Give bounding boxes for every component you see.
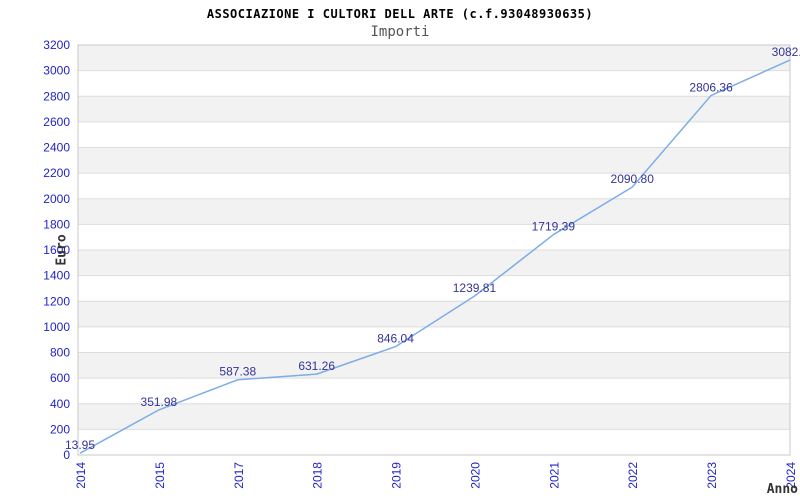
band [78,403,790,430]
x-tick-label: 2017 [232,462,246,489]
point-label: 1719.39 [532,220,576,234]
y-tick-labels: 0 200 400 600 800 1000 1200 1400 1600 1800 2000 220… [43,38,70,462]
band [78,198,790,225]
band [78,326,790,353]
x-tick-label: 2018 [311,462,325,489]
y-tick-label: 1800 [43,217,70,231]
point-label: 3082.7 [772,45,800,59]
x-tick-label: 2021 [547,462,561,489]
point-label: 1239.81 [453,281,497,295]
y-tick-label: 800 [50,346,70,360]
band [78,250,790,276]
x-tick-label: 2023 [705,462,719,489]
point-labels: 13.95 351.98 587.38 631.26 846.04 1239.81 1719… [65,45,800,452]
band [78,378,790,404]
y-tick-label: 2600 [43,115,70,129]
point-label: 13.95 [65,438,95,452]
point-label: 631.26 [298,359,335,373]
plot-bands [78,45,790,455]
y-tick-label: 2800 [43,89,70,103]
band [78,352,790,379]
band [78,121,790,148]
x-tick-label: 2014 [74,462,88,489]
x-tick-label: 2024 [784,462,798,489]
point-label: 846.04 [377,332,414,346]
band [78,45,790,71]
point-label: 587.38 [219,365,256,379]
band [78,96,790,122]
y-tick-label: 2000 [43,192,70,206]
band [78,224,790,250]
plot-border [77,44,791,456]
x-tick-label: 2022 [626,462,640,489]
band [78,70,790,97]
y-tick-label: 200 [50,422,70,436]
band [78,429,790,455]
band [78,173,790,199]
y-tick-label: 1400 [43,269,70,283]
y-tick-label: 1600 [43,243,70,257]
band [78,275,790,302]
y-tick-label: 600 [50,371,70,385]
y-tick-label: 2400 [43,141,70,155]
y-tick-label: 1200 [43,294,70,308]
chart-title: ASSOCIAZIONE I CULTORI DELL ARTE (c.f.93… [206,7,594,21]
data-line [79,59,791,454]
band [78,147,790,174]
point-label: 2090.80 [611,172,655,186]
chart-subtitle: Importi [370,24,430,40]
y-tick-label: 2200 [43,166,70,180]
y-tick-label: 3000 [43,64,70,78]
point-label: 351.98 [141,395,178,409]
x-tick-label: 2020 [468,462,482,489]
point-label: 2806.36 [689,80,733,94]
y-tick-label: 400 [50,397,70,411]
band [78,301,790,327]
y-tick-label: 3200 [43,38,70,52]
y-tick-label: 1000 [43,320,70,334]
x-tick-label: 2019 [390,462,404,489]
x-tick-label: 2015 [153,462,167,489]
y-tick-label: 0 [63,448,70,462]
x-axis-title: Anno [766,482,798,497]
x-tick-labels: 2014 2015 2017 2018 2019 2020 2021 2022 2023 2024 [74,462,798,489]
y-axis-title: Euro [54,234,70,266]
